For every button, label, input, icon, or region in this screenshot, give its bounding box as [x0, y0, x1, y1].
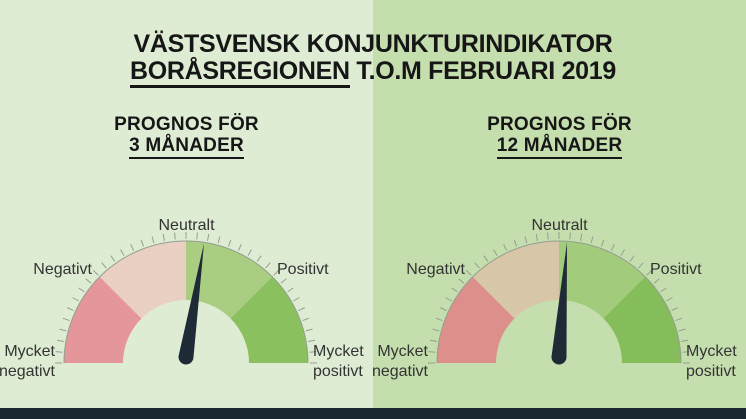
- gauge-label-very-negative: Mycket negativt: [372, 342, 428, 382]
- gauge-label-very-positive: Mycket positivt: [686, 342, 737, 382]
- gauge-label-very-positive-line1: Mycket: [313, 343, 364, 360]
- gauge-label-negative: Negativt: [406, 261, 465, 278]
- gauge-segment: [230, 276, 308, 363]
- gauge-label-very-negative-line1: Mycket: [4, 343, 55, 360]
- panel-header-3-months: PROGNOS FÖR 3 MÅNADER: [0, 114, 373, 159]
- panel-header-line2-wrap: 12 MÅNADER: [373, 135, 746, 159]
- panel-3-months: PROGNOS FÖR 3 MÅNADER Neutralt Negativt …: [0, 114, 373, 382]
- main-title-region: BORÅSREGIONEN: [129, 57, 350, 88]
- gauge-segment: [559, 241, 646, 319]
- gauge-chart-3-months: [55, 232, 317, 365]
- gauge-label-negative: Negativt: [33, 261, 92, 278]
- gauge-label-very-negative: Mycket negativt: [0, 342, 55, 382]
- gauge-segment: [437, 276, 515, 363]
- gauge-segment: [64, 276, 142, 363]
- gauge-ticks: [55, 232, 317, 364]
- panel-header-line2-wrap: 3 MÅNADER: [0, 135, 373, 159]
- gauge-label-very-positive-line2: positivt: [686, 363, 736, 380]
- gauge-label-neutral: Neutralt: [158, 217, 215, 234]
- panel-12-months: PROGNOS FÖR 12 MÅNADER Neutralt Negativt…: [372, 0, 746, 419]
- panel-header-line1: PROGNOS FÖR: [487, 114, 632, 135]
- panel-header-line2: 12 MÅNADER: [496, 135, 623, 159]
- gauge-segment: [99, 241, 186, 319]
- main-title: VÄSTSVENSK KONJUNKTURINDIKATOR BORÅSREGI…: [0, 30, 746, 88]
- gauge-outline: [436, 240, 682, 364]
- gauge-label-very-positive: Mycket positivt: [313, 342, 364, 382]
- gauge-label-positive: Positivt: [650, 261, 702, 278]
- gauge-segment: [472, 241, 559, 319]
- gauge-chart-12-months: [428, 232, 690, 365]
- panel-header-line2: 3 MÅNADER: [129, 135, 244, 159]
- gauge-label-very-positive-line2: positivt: [313, 363, 363, 380]
- bottom-bar: [0, 408, 746, 419]
- main-title-line2-rest: T.O.M FEBRUARI 2019: [349, 57, 616, 85]
- gauge-needle: [178, 243, 204, 365]
- panel-header-12-months: PROGNOS FÖR 12 MÅNADER: [373, 114, 746, 159]
- gauge-needle: [551, 242, 568, 365]
- panel-header-line1: PROGNOS FÖR: [114, 114, 259, 135]
- gauge-segment: [186, 241, 273, 319]
- gauge-label-very-negative-line1: Mycket: [377, 343, 428, 360]
- gauge-label-very-negative-line2: negativt: [0, 363, 55, 380]
- gauge-segment: [603, 276, 681, 363]
- gauge-label-positive: Positivt: [277, 261, 329, 278]
- gauge-ticks: [428, 232, 690, 364]
- gauge-label-very-positive-line1: Mycket: [686, 343, 737, 360]
- main-title-line2: BORÅSREGIONEN T.O.M FEBRUARI 2019: [0, 57, 746, 88]
- gauge-label-neutral: Neutralt: [531, 217, 588, 234]
- main-title-line1: VÄSTSVENSK KONJUNKTURINDIKATOR: [133, 30, 613, 58]
- gauge-label-very-negative-line2: negativt: [371, 363, 428, 380]
- gauge-outline: [63, 240, 309, 364]
